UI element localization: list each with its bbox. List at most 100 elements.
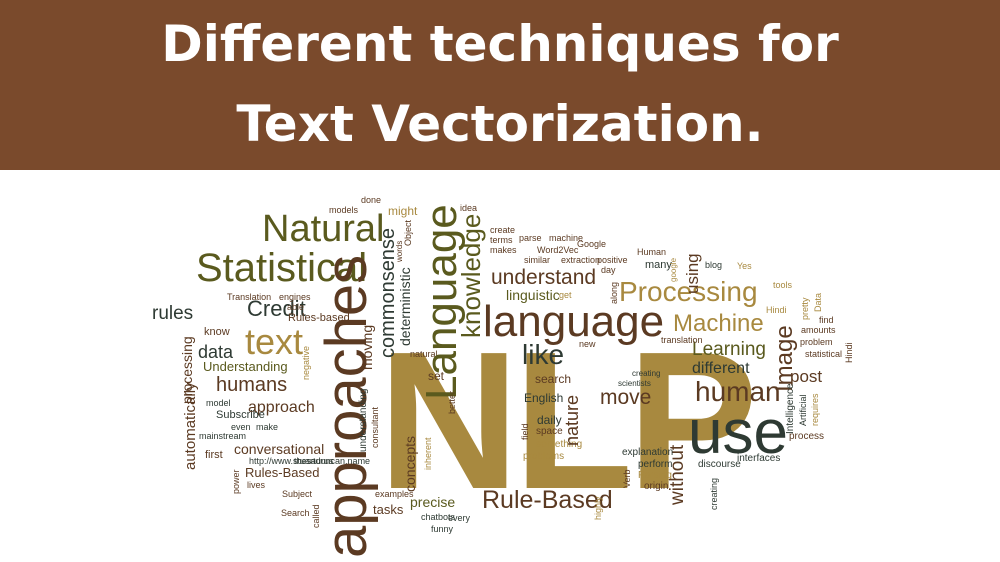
nlp-word-cloud: NLP use language Statistical Natural tex…	[0, 170, 1000, 562]
word-mainstream: make	[256, 422, 279, 432]
word-process: process	[789, 431, 825, 442]
word-inherent: consultant	[370, 406, 380, 448]
word-positive: extraction	[561, 255, 601, 265]
word-understanding-cap: Understanding	[203, 359, 288, 374]
word-text: text	[245, 321, 304, 362]
word-rule-based: Rule-Based	[482, 486, 613, 514]
word-deterministic: deterministic	[397, 267, 413, 346]
word-different: different	[692, 360, 750, 377]
word-idea: Google	[577, 239, 607, 249]
word-many: Human	[637, 247, 667, 257]
word-yes: tools	[773, 280, 793, 290]
word-data: data	[198, 342, 234, 362]
word-search-cap: Subject	[282, 489, 313, 499]
word-called: Search	[281, 508, 310, 518]
word-engines: able	[287, 302, 305, 312]
word-learning: Learning	[692, 339, 766, 360]
word-something: something	[536, 439, 583, 450]
word-scientists: creating	[709, 477, 719, 510]
word-like: like	[522, 339, 565, 370]
word-credit: Credit	[247, 296, 306, 321]
word-similar: Word2Vec	[537, 245, 579, 255]
word-problem: problem	[800, 337, 833, 347]
word-explanation: explanation	[622, 447, 674, 458]
word-word2vec: makes	[490, 245, 517, 255]
word-english: English	[524, 391, 564, 405]
word-intelligence: Intelligence	[785, 383, 796, 434]
word-conversational: conversational	[234, 441, 325, 457]
word-nature: nature	[562, 394, 582, 446]
word-rules-based-cap: Rules-Based	[245, 465, 320, 480]
word-google-cap: similar	[524, 255, 550, 265]
word-subject: power	[231, 469, 241, 494]
word-rules: rules	[152, 303, 194, 324]
word-statistical-small: statistical	[805, 349, 843, 359]
word-problems: problems	[523, 451, 565, 462]
word-object: models	[329, 205, 359, 215]
word-processing-cap: Processing	[619, 276, 758, 307]
word-translation-cap: engines	[279, 292, 311, 302]
word-understanding-lower: understanding	[358, 388, 369, 452]
word-daily: daily	[537, 413, 562, 427]
word-verb: highly	[593, 496, 603, 520]
word-parsing: Parsing	[638, 470, 672, 481]
word-makes: terms	[490, 235, 513, 245]
word-statistical: Statistical	[196, 246, 368, 290]
word-origin: origin	[644, 481, 669, 492]
word-human-small: google	[669, 257, 678, 282]
word-automatically: automatically	[182, 382, 199, 470]
word-consultant: get	[559, 290, 572, 300]
word-set: set	[428, 369, 445, 383]
word-world: better	[447, 390, 457, 414]
word-negative: field	[520, 423, 530, 440]
word-requires: requires	[810, 393, 820, 426]
word-blog: Yes	[737, 261, 752, 271]
word-google-lower: blog	[705, 260, 723, 270]
word-linguistic: linguistic	[506, 287, 560, 303]
title-banner: Different techniques for Text Vectorizat…	[0, 0, 1000, 170]
word-provide: negative	[301, 345, 311, 380]
word-model: know	[204, 326, 230, 338]
word-lives: first	[205, 449, 223, 461]
word-data-cap: Data	[813, 292, 823, 312]
word-terms: create	[490, 225, 516, 235]
word-approach: approach	[248, 399, 315, 416]
word-hindi: Hindi	[844, 342, 854, 363]
word-humans: humans	[216, 374, 288, 396]
word-might: idea	[460, 203, 478, 213]
word-examples: called	[311, 504, 321, 528]
word-understand: understand	[491, 266, 597, 289]
word-human: human	[695, 376, 781, 407]
word-perform: perform	[638, 459, 673, 470]
word-language: language	[483, 297, 665, 346]
word-tasks: tasks	[373, 502, 404, 517]
word-concepts: concepts	[402, 435, 418, 492]
word-field: along	[609, 281, 619, 304]
word-pretty: pretty	[800, 297, 810, 320]
word-knowledge: knowledge	[456, 213, 486, 338]
word-without: without	[667, 444, 688, 505]
word-even: Subscribe	[216, 409, 265, 421]
word-able: words	[395, 240, 404, 262]
word-along: natural	[410, 349, 438, 359]
word-get: translation	[661, 335, 703, 345]
word-url: mainstream	[199, 431, 247, 441]
word-machine-cap: Machine	[673, 310, 764, 337]
word-find: find	[819, 315, 834, 325]
word-use: use	[688, 398, 788, 467]
word-artificial: Artificial	[798, 394, 808, 426]
word-chatbots: every	[448, 513, 471, 523]
word-models: done	[361, 195, 382, 205]
title-line-1: Different techniques for	[161, 15, 839, 73]
word-highly: funny	[431, 524, 454, 534]
word-day: many	[645, 259, 672, 271]
word-natural-lower: new	[579, 339, 596, 349]
word-rules-based-lower: Translation	[227, 292, 272, 302]
word-creating: Verb	[622, 469, 632, 488]
word-parse: machine	[549, 233, 584, 243]
word-translation-lower: scientists	[618, 379, 651, 388]
word-words: Object	[403, 219, 413, 246]
word-space: space	[536, 426, 563, 437]
word-thesaurus: http://www.stuartduncan.name	[249, 456, 371, 466]
word-power: lives	[247, 480, 266, 490]
